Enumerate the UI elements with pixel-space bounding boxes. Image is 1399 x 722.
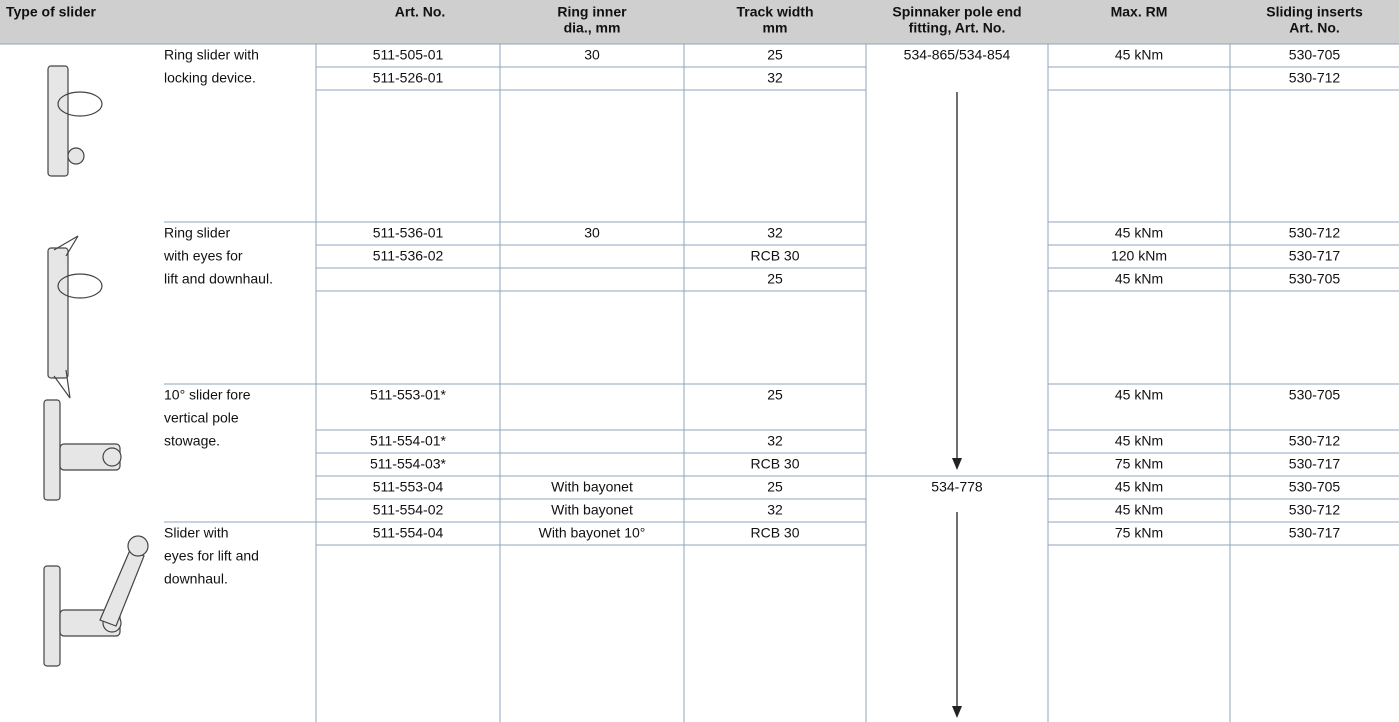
arrow-head bbox=[952, 458, 962, 470]
knob bbox=[67, 147, 85, 165]
cell: 511-554-01* bbox=[370, 433, 447, 449]
header-bg bbox=[0, 0, 1399, 44]
pole bbox=[99, 549, 145, 627]
slider-description: stowage. bbox=[164, 433, 220, 449]
cell: 511-554-04 bbox=[373, 525, 444, 541]
slider-description: downhaul. bbox=[164, 571, 228, 587]
header-label: dia., mm bbox=[564, 20, 621, 36]
header-label: Art. No. bbox=[395, 4, 446, 20]
cell: 530-717 bbox=[1289, 456, 1341, 472]
cell: 45 kNm bbox=[1115, 387, 1163, 403]
slider-illustration bbox=[47, 65, 103, 177]
header-label: Ring inner bbox=[557, 4, 627, 20]
header-label: Max. RM bbox=[1111, 4, 1168, 20]
cell: 511-553-04 bbox=[373, 479, 444, 495]
slider-description: lift and downhaul. bbox=[164, 271, 273, 287]
slider-illustration bbox=[43, 399, 122, 501]
header-label: Track width bbox=[736, 4, 813, 20]
slider-description: vertical pole bbox=[164, 410, 239, 426]
cell: 32 bbox=[767, 502, 783, 518]
cell: 45 kNm bbox=[1115, 225, 1163, 241]
cell: With bayonet bbox=[551, 502, 633, 518]
cell: 32 bbox=[767, 225, 783, 241]
cell: 530-717 bbox=[1289, 525, 1341, 541]
cell: 45 kNm bbox=[1115, 47, 1163, 63]
cell: 25 bbox=[767, 479, 783, 495]
cell: 45 kNm bbox=[1115, 479, 1163, 495]
slider-description: locking device. bbox=[164, 70, 256, 86]
cell: 25 bbox=[767, 387, 783, 403]
cell: 32 bbox=[767, 433, 783, 449]
cell: 511-553-01* bbox=[370, 387, 447, 403]
cell: 75 kNm bbox=[1115, 525, 1163, 541]
cell: 530-705 bbox=[1289, 479, 1341, 495]
cell: 45 kNm bbox=[1115, 433, 1163, 449]
track-body bbox=[43, 399, 61, 501]
track-body bbox=[47, 65, 69, 177]
cell: 511-526-01 bbox=[373, 70, 444, 86]
slider-illustration bbox=[47, 235, 103, 399]
slider-description: 10° slider fore bbox=[164, 387, 251, 403]
slider-description: with eyes for bbox=[163, 248, 243, 264]
cell: 25 bbox=[767, 47, 783, 63]
eye bbox=[53, 235, 79, 257]
cell: 120 kNm bbox=[1111, 248, 1167, 264]
cell: 530-705 bbox=[1289, 47, 1341, 63]
cell: 25 bbox=[767, 271, 783, 287]
cell: 534-778 bbox=[931, 479, 983, 495]
cell: 530-717 bbox=[1289, 248, 1341, 264]
cell: 45 kNm bbox=[1115, 502, 1163, 518]
cell: 530-712 bbox=[1289, 502, 1341, 518]
cell: RCB 30 bbox=[750, 456, 799, 472]
cell: 530-712 bbox=[1289, 70, 1341, 86]
arrow-head bbox=[952, 706, 962, 718]
header-label: fitting, Art. No. bbox=[909, 20, 1006, 36]
cell: 511-554-03* bbox=[370, 456, 447, 472]
slider-description: Slider with bbox=[164, 525, 229, 541]
eye bbox=[53, 369, 71, 399]
cell: RCB 30 bbox=[750, 248, 799, 264]
slider-illustration bbox=[43, 535, 149, 667]
slider-description: Ring slider bbox=[164, 225, 230, 241]
cell: 75 kNm bbox=[1115, 456, 1163, 472]
cell: 534-865/534-854 bbox=[904, 47, 1011, 63]
ring bbox=[57, 273, 103, 299]
ring bbox=[57, 91, 103, 117]
cell: 530-705 bbox=[1289, 387, 1341, 403]
track-body bbox=[47, 247, 69, 379]
cell: With bayonet bbox=[551, 479, 633, 495]
pole-end bbox=[127, 535, 149, 557]
cell: 511-554-02 bbox=[373, 502, 444, 518]
header-label: Sliding inserts bbox=[1266, 4, 1363, 20]
cell: 511-536-02 bbox=[373, 248, 444, 264]
cell: 32 bbox=[767, 70, 783, 86]
track-body bbox=[43, 565, 61, 667]
cell: 511-505-01 bbox=[373, 47, 444, 63]
header-label: Spinnaker pole end bbox=[892, 4, 1021, 20]
cell: RCB 30 bbox=[750, 525, 799, 541]
cell: 530-712 bbox=[1289, 225, 1341, 241]
cell: 30 bbox=[584, 225, 600, 241]
cell: 30 bbox=[584, 47, 600, 63]
header-label: mm bbox=[763, 20, 788, 36]
cell: 45 kNm bbox=[1115, 271, 1163, 287]
header-label: Art. No. bbox=[1289, 20, 1340, 36]
cell: With bayonet 10° bbox=[539, 525, 646, 541]
cell: 530-712 bbox=[1289, 433, 1341, 449]
pin bbox=[102, 447, 122, 467]
cell: 511-536-01 bbox=[373, 225, 444, 241]
slider-description: eyes for lift and bbox=[164, 548, 259, 564]
header-label: Type of slider bbox=[6, 4, 97, 20]
slider-description: Ring slider with bbox=[164, 47, 259, 63]
cell: 530-705 bbox=[1289, 271, 1341, 287]
